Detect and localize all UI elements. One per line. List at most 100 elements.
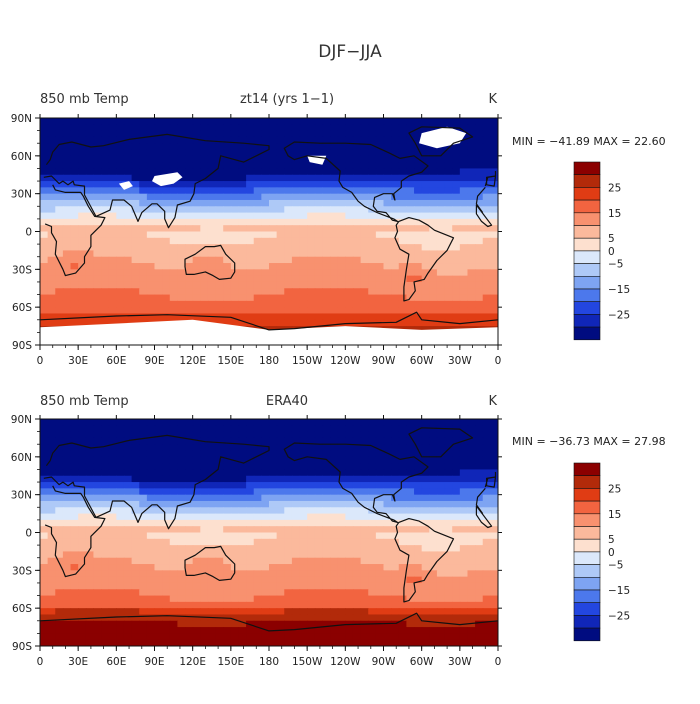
heatmap-cell	[307, 482, 316, 489]
heatmap-cell	[47, 532, 56, 540]
heatmap-cell	[116, 494, 125, 502]
heatmap-cell	[55, 582, 64, 590]
heatmap-cell	[276, 294, 285, 302]
heatmap-cell	[40, 513, 49, 521]
heatmap-cell	[414, 187, 423, 195]
heatmap-cell	[284, 250, 293, 258]
heatmap-cell	[452, 218, 461, 226]
heatmap-cell	[162, 419, 171, 426]
heatmap-cell	[108, 469, 117, 477]
heatmap-cell	[452, 456, 461, 464]
colorbar-swatch	[573, 475, 601, 489]
heatmap-cell	[345, 482, 354, 489]
heatmap-cell	[47, 570, 56, 578]
heatmap-cell	[459, 193, 469, 201]
heatmap-cell	[230, 494, 240, 502]
heatmap-cell	[238, 307, 247, 315]
heatmap-cell	[146, 513, 156, 521]
heatmap-cell	[391, 199, 400, 207]
heatmap-cell	[429, 519, 438, 527]
coastline-africa	[44, 184, 493, 277]
heatmap-cell	[70, 256, 79, 264]
heatmap-cell	[360, 225, 369, 233]
heatmap-cell	[215, 225, 224, 233]
heatmap-cell	[375, 570, 385, 578]
heatmap-cell	[101, 294, 110, 302]
heatmap-cell	[253, 275, 262, 283]
heatmap-cell	[383, 307, 392, 315]
heatmap-cell	[475, 633, 484, 641]
heatmap-cell	[207, 149, 217, 157]
heatmap-cell	[475, 582, 484, 590]
heatmap-cell	[299, 444, 308, 452]
heatmap-cell	[162, 187, 171, 195]
heatmap-cell	[429, 614, 438, 622]
heatmap-cell	[139, 419, 148, 426]
heatmap-cell	[291, 519, 301, 527]
heatmap-cell	[459, 488, 469, 496]
heatmap-cell	[192, 538, 201, 546]
heatmap-cell	[368, 456, 377, 464]
heatmap-cell	[207, 519, 217, 527]
heatmap-cell	[246, 431, 255, 439]
heatmap-cell	[223, 319, 232, 327]
heatmap-cell	[337, 620, 346, 628]
heatmap-cell	[139, 456, 148, 464]
heatmap-cell	[337, 450, 346, 458]
heatmap-cell	[192, 155, 201, 163]
heatmap-cell	[93, 256, 102, 264]
heatmap-cell	[444, 570, 453, 578]
heatmap-cell	[146, 212, 156, 220]
heatmap-cell	[131, 118, 140, 125]
heatmap-cell	[131, 181, 140, 188]
heatmap-cell	[93, 269, 102, 277]
heatmap-cell	[406, 482, 415, 489]
heatmap-cell	[352, 307, 362, 315]
heatmap-cell	[246, 149, 255, 157]
heatmap-cell	[467, 526, 476, 534]
heatmap-cell	[421, 275, 430, 283]
heatmap-cell	[307, 627, 316, 634]
heatmap-cell	[215, 174, 224, 182]
heatmap-cell	[177, 614, 186, 622]
heatmap-cell	[368, 494, 377, 502]
heatmap-cell	[185, 281, 194, 289]
heatmap-cell	[238, 256, 247, 264]
heatmap-cell	[70, 212, 79, 220]
heatmap-cell	[116, 263, 125, 270]
heatmap-cell	[368, 570, 377, 578]
heatmap-cell	[269, 193, 278, 201]
heatmap-cell	[123, 456, 133, 464]
heatmap-cell	[360, 551, 369, 559]
heatmap-cell	[261, 281, 270, 289]
heatmap-cell	[101, 545, 110, 553]
heatmap-cell	[314, 469, 324, 477]
heatmap-cell	[55, 319, 64, 327]
heatmap-cell	[261, 444, 270, 452]
heatmap-cell	[467, 595, 476, 603]
heatmap-cell	[436, 551, 446, 559]
heatmap-cell	[307, 431, 316, 439]
heatmap-cell	[291, 557, 301, 565]
heatmap-cell	[284, 244, 293, 252]
heatmap-cell	[299, 589, 308, 597]
heatmap-cell	[314, 250, 324, 258]
heatmap-cell	[185, 199, 194, 207]
heatmap-cell	[261, 576, 270, 584]
heatmap-cell	[360, 488, 369, 496]
heatmap-cell	[391, 482, 400, 489]
heatmap-cell	[269, 570, 278, 578]
heatmap-cell	[398, 294, 407, 302]
heatmap-cell	[62, 206, 72, 214]
heatmap-cell	[391, 431, 400, 439]
heatmap-cell	[131, 620, 140, 628]
heatmap-cell	[360, 444, 369, 452]
heatmap-cell	[345, 300, 354, 308]
heatmap-cell	[429, 263, 438, 270]
heatmap-cell	[436, 187, 446, 195]
heatmap-cell	[215, 507, 224, 515]
heatmap-cell	[299, 475, 308, 483]
heatmap-cell	[452, 595, 461, 603]
heatmap-cell	[269, 538, 278, 546]
heatmap-cell	[429, 545, 438, 553]
